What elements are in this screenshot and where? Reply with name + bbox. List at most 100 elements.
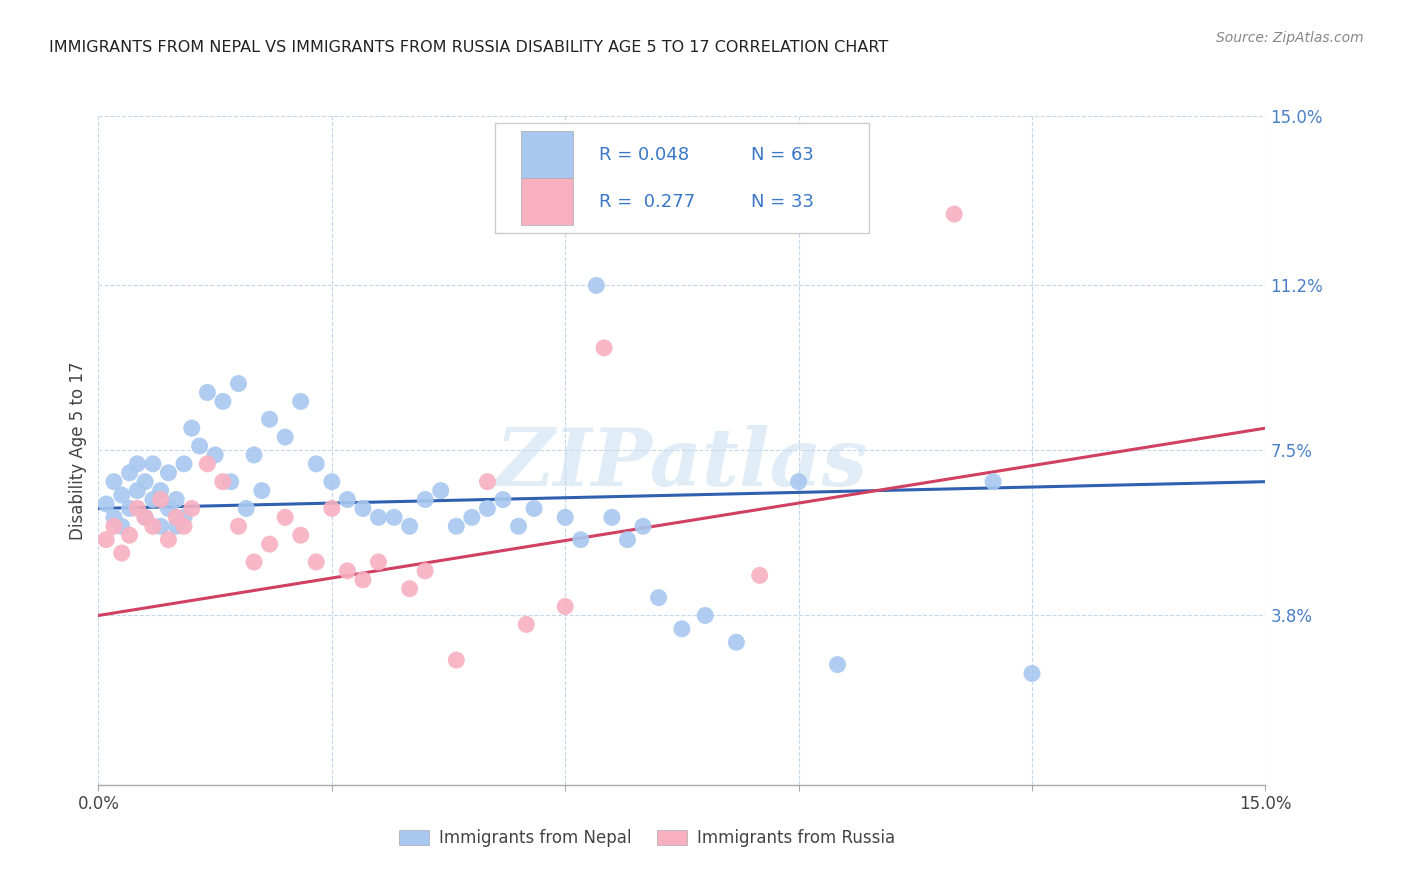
Point — [827, 657, 849, 672]
Point — [515, 617, 537, 632]
Point — [243, 555, 266, 569]
Point — [647, 591, 669, 605]
Point — [134, 475, 156, 489]
Point — [127, 483, 149, 498]
Text: R =  0.277: R = 0.277 — [599, 193, 696, 211]
Point — [492, 492, 515, 507]
Point — [585, 278, 607, 293]
Point — [336, 564, 359, 578]
Point — [142, 519, 165, 533]
Point — [243, 448, 266, 462]
Point — [367, 510, 389, 524]
Point — [429, 483, 451, 498]
FancyBboxPatch shape — [520, 178, 574, 225]
Point — [274, 510, 297, 524]
Point — [111, 546, 134, 560]
Point — [695, 608, 717, 623]
Point — [321, 501, 343, 516]
Point — [111, 519, 134, 533]
Point — [165, 510, 187, 524]
FancyBboxPatch shape — [520, 131, 574, 178]
Point — [259, 537, 281, 551]
Point — [235, 501, 257, 516]
Point — [118, 528, 141, 542]
Point — [1021, 666, 1043, 681]
Point — [748, 568, 770, 582]
Point — [173, 457, 195, 471]
Point — [103, 475, 125, 489]
Point — [149, 492, 172, 507]
Legend: Immigrants from Nepal, Immigrants from Russia: Immigrants from Nepal, Immigrants from R… — [392, 822, 901, 854]
Point — [477, 475, 499, 489]
Point — [631, 519, 654, 533]
Point — [305, 457, 328, 471]
Point — [157, 466, 180, 480]
Text: IMMIGRANTS FROM NEPAL VS IMMIGRANTS FROM RUSSIA DISABILITY AGE 5 TO 17 CORRELATI: IMMIGRANTS FROM NEPAL VS IMMIGRANTS FROM… — [49, 40, 889, 55]
Point — [398, 582, 420, 596]
Point — [127, 501, 149, 516]
Point — [382, 510, 405, 524]
FancyBboxPatch shape — [495, 123, 869, 233]
Point — [180, 421, 202, 435]
Point — [413, 564, 436, 578]
Text: ZIPatlas: ZIPatlas — [496, 425, 868, 502]
Point — [103, 510, 125, 524]
Point — [290, 528, 312, 542]
Point — [195, 457, 218, 471]
Point — [142, 457, 165, 471]
Point — [134, 510, 156, 524]
Point — [593, 341, 616, 355]
Point — [157, 501, 180, 516]
Point — [259, 412, 281, 426]
Point — [352, 573, 374, 587]
Point — [173, 519, 195, 533]
Point — [96, 497, 118, 511]
Point — [508, 519, 530, 533]
Point — [173, 510, 195, 524]
Point — [180, 501, 202, 516]
Point — [274, 430, 297, 444]
Point — [554, 599, 576, 614]
Point — [165, 492, 187, 507]
Point — [290, 394, 312, 409]
Point — [569, 533, 592, 547]
Point — [367, 555, 389, 569]
Text: Source: ZipAtlas.com: Source: ZipAtlas.com — [1216, 31, 1364, 45]
Point — [111, 488, 134, 502]
Point — [398, 519, 420, 533]
Point — [336, 492, 359, 507]
Point — [149, 519, 172, 533]
Point — [616, 533, 638, 547]
Point — [554, 510, 576, 524]
Point — [157, 533, 180, 547]
Point — [127, 457, 149, 471]
Point — [228, 376, 250, 391]
Point — [204, 448, 226, 462]
Point — [446, 653, 468, 667]
Point — [165, 519, 187, 533]
Point — [195, 385, 218, 400]
Point — [118, 501, 141, 516]
Point — [321, 475, 343, 489]
Point — [219, 475, 242, 489]
Y-axis label: Disability Age 5 to 17: Disability Age 5 to 17 — [69, 361, 87, 540]
Point — [600, 510, 623, 524]
Point — [134, 510, 156, 524]
Point — [352, 501, 374, 516]
Point — [446, 519, 468, 533]
Point — [943, 207, 966, 221]
Point — [250, 483, 273, 498]
Point — [118, 466, 141, 480]
Point — [212, 475, 235, 489]
Point — [188, 439, 211, 453]
Text: R = 0.048: R = 0.048 — [599, 145, 689, 164]
Point — [103, 519, 125, 533]
Point — [413, 492, 436, 507]
Point — [787, 475, 810, 489]
Point — [477, 501, 499, 516]
Point — [212, 394, 235, 409]
Point — [981, 475, 1004, 489]
Text: N = 33: N = 33 — [751, 193, 814, 211]
Point — [149, 483, 172, 498]
Point — [96, 533, 118, 547]
